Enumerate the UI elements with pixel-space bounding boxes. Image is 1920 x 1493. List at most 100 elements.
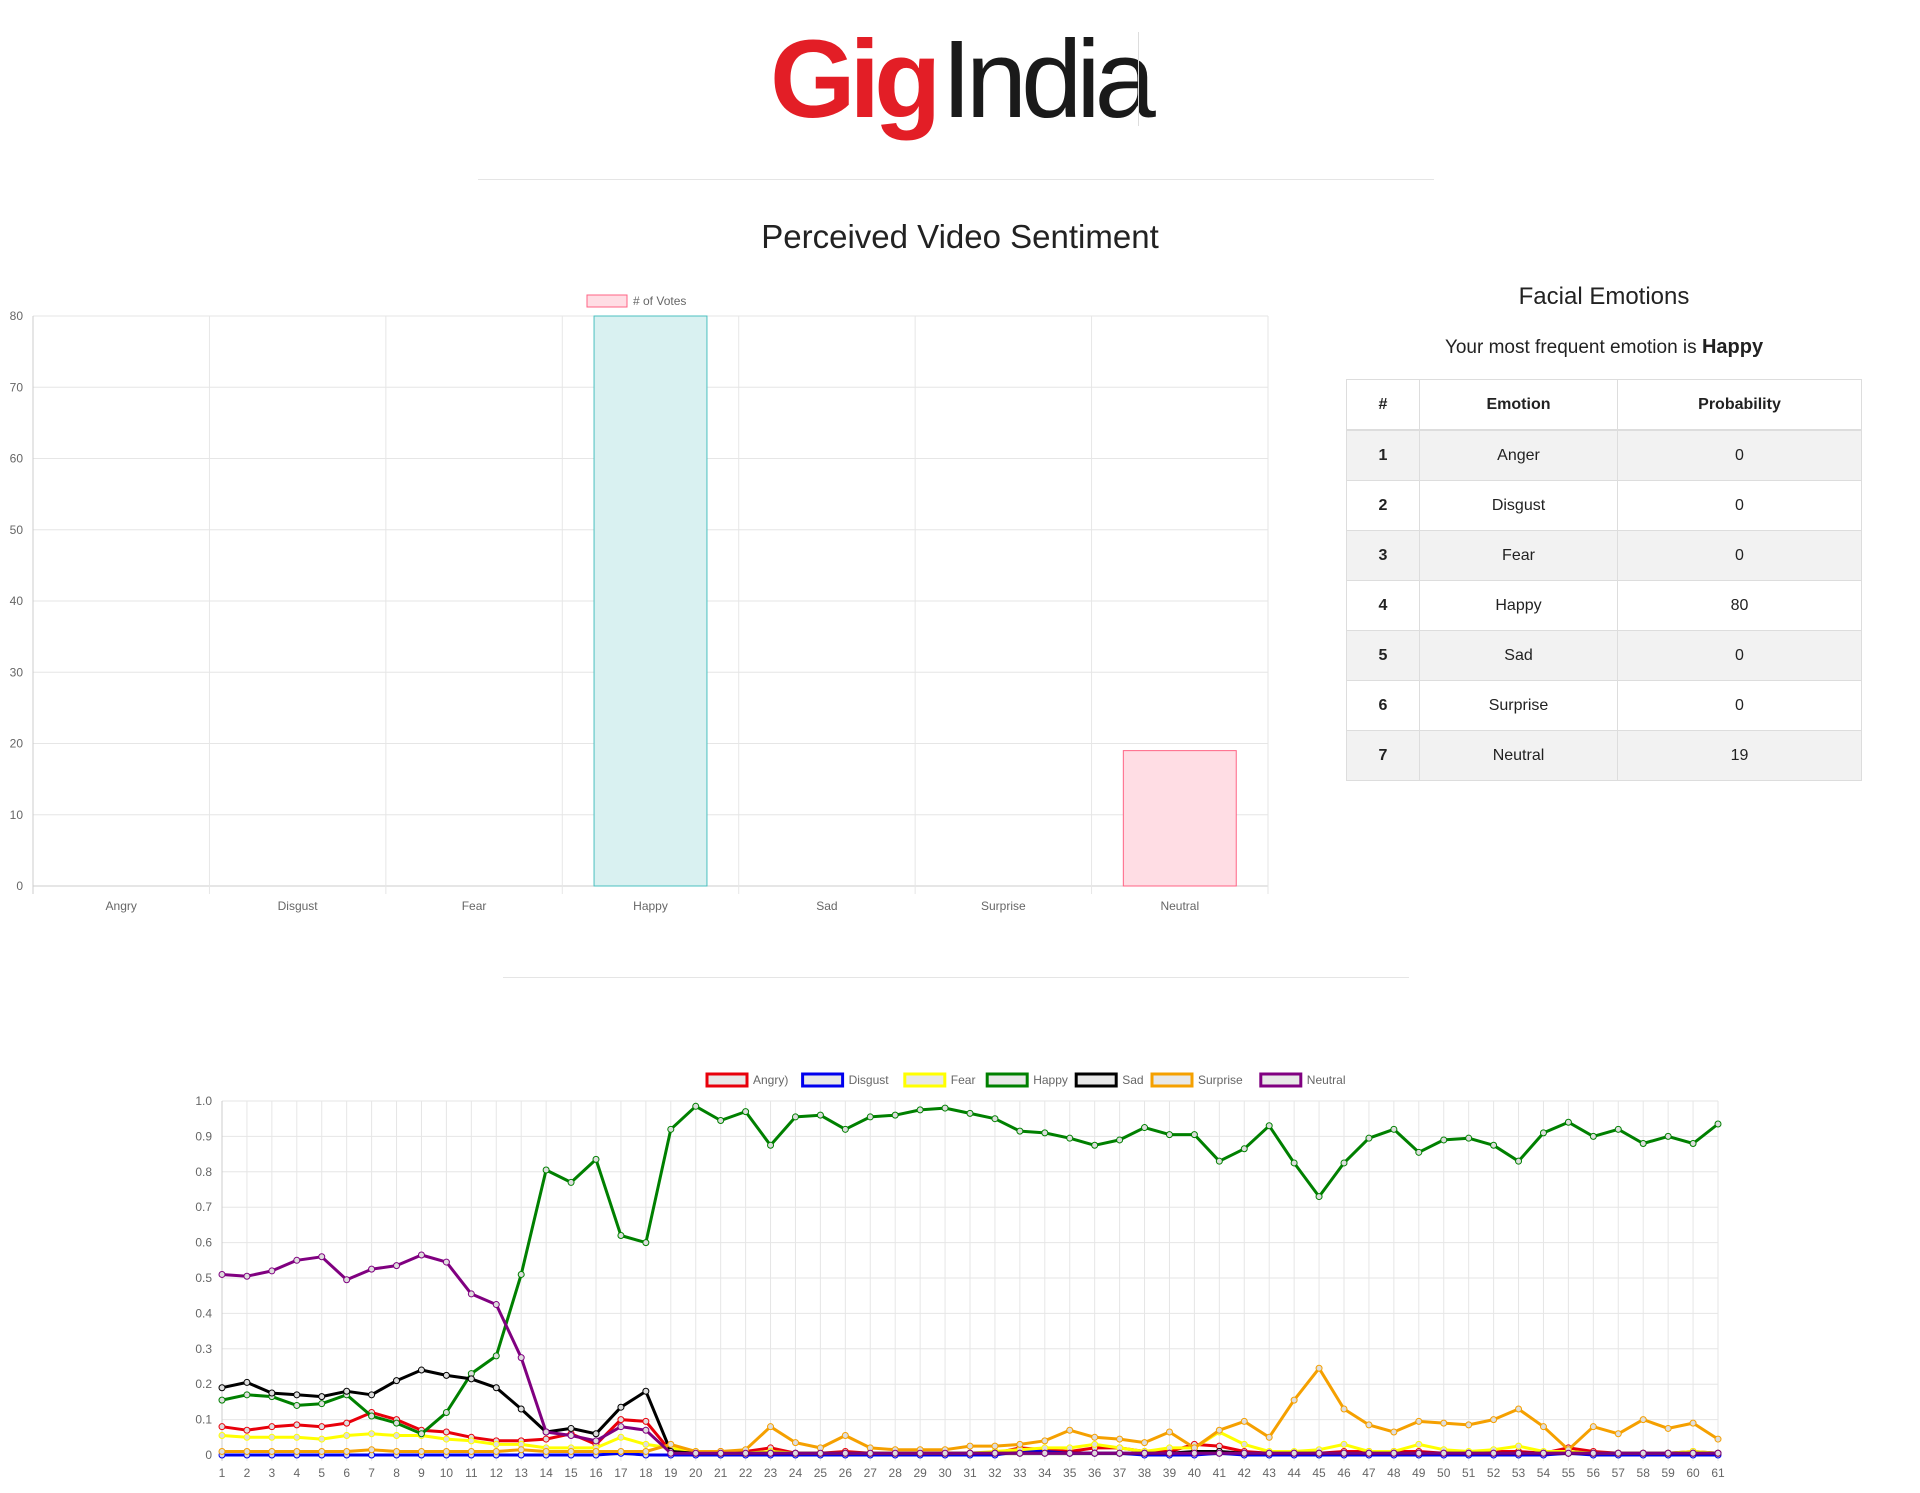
point-surprise xyxy=(1265,1433,1273,1441)
point-sad xyxy=(442,1371,450,1379)
point-fear xyxy=(218,1432,226,1440)
point-happy xyxy=(1016,1127,1024,1135)
point-fear xyxy=(1240,1440,1248,1448)
line-x-tick-label: 15 xyxy=(564,1466,578,1480)
row-number: 7 xyxy=(1346,730,1420,781)
point-fear xyxy=(243,1433,251,1441)
line-x-tick-label: 35 xyxy=(1063,1466,1077,1480)
series-happy xyxy=(218,1102,1722,1438)
point-neutral xyxy=(1714,1449,1722,1457)
point-happy xyxy=(1365,1134,1373,1142)
logo-india-text: India xyxy=(941,18,1156,141)
x-tick-label-happy: Happy xyxy=(633,899,668,913)
line-x-tick-label: 44 xyxy=(1287,1466,1301,1480)
line-x-tick-label: 27 xyxy=(864,1466,878,1480)
line-x-tick-label: 5 xyxy=(318,1466,325,1480)
point-fear xyxy=(1340,1440,1348,1448)
x-tick-label-surprise: Surprise xyxy=(981,899,1026,913)
point-neutral xyxy=(442,1258,450,1266)
point-happy xyxy=(1614,1125,1622,1133)
point-angry xyxy=(293,1421,301,1429)
col-header-emotion: Emotion xyxy=(1419,379,1618,431)
line-x-tick-label: 49 xyxy=(1412,1466,1426,1480)
line-x-tick-label: 34 xyxy=(1038,1466,1052,1480)
row-probability: 0 xyxy=(1617,429,1862,481)
row-number: 4 xyxy=(1346,580,1420,631)
line-y-tick-label: 0 xyxy=(205,1448,212,1462)
point-surprise xyxy=(991,1442,999,1450)
point-neutral xyxy=(393,1262,401,1270)
most-frequent-prefix: Your most frequent emotion is xyxy=(1444,337,1697,358)
point-surprise xyxy=(841,1432,849,1440)
legend-swatch-surprise xyxy=(1150,1072,1194,1088)
point-happy xyxy=(218,1396,226,1404)
row-emotion: Anger xyxy=(1419,429,1618,481)
point-neutral xyxy=(1340,1449,1348,1457)
row-emotion: Happy xyxy=(1419,580,1618,631)
point-happy xyxy=(567,1178,575,1186)
point-surprise xyxy=(343,1447,351,1455)
point-neutral xyxy=(343,1276,351,1284)
point-happy xyxy=(841,1125,849,1133)
point-neutral xyxy=(1066,1449,1074,1457)
point-surprise xyxy=(318,1447,326,1455)
point-neutral xyxy=(916,1449,924,1457)
point-angry xyxy=(343,1419,351,1427)
point-surprise xyxy=(1066,1426,1074,1434)
table-row: 6 Surprise 0 xyxy=(1346,680,1862,731)
point-neutral xyxy=(717,1449,725,1457)
page-title: Perceived Video Sentiment xyxy=(761,218,1159,255)
point-neutral xyxy=(268,1267,276,1275)
point-happy xyxy=(1290,1159,1298,1167)
point-surprise xyxy=(542,1447,550,1455)
line-y-tick-label: 0.6 xyxy=(195,1236,212,1250)
point-neutral xyxy=(866,1449,874,1457)
legend-swatch-neutral xyxy=(1259,1072,1303,1088)
legend-swatch-happy xyxy=(985,1072,1029,1088)
line-x-tick-label: 10 xyxy=(440,1466,454,1480)
point-happy xyxy=(1714,1120,1722,1128)
point-neutral xyxy=(1215,1449,1223,1457)
line-x-tick-label: 52 xyxy=(1487,1466,1501,1480)
line-x-tick-label: 12 xyxy=(490,1466,504,1480)
x-tick-label-disgust: Disgust xyxy=(278,899,319,913)
point-fear xyxy=(368,1430,376,1438)
point-surprise xyxy=(1539,1423,1547,1431)
row-probability: 0 xyxy=(1617,530,1862,581)
point-surprise xyxy=(417,1447,425,1455)
point-surprise xyxy=(791,1439,799,1447)
line-x-tick-label: 7 xyxy=(368,1466,375,1480)
line-x-tick-label: 8 xyxy=(393,1466,400,1480)
point-happy xyxy=(1340,1159,1348,1167)
point-surprise xyxy=(268,1447,276,1455)
line-x-tick-label: 13 xyxy=(515,1466,529,1480)
y-tick-label: 10 xyxy=(10,808,24,822)
point-neutral xyxy=(941,1449,949,1457)
point-happy xyxy=(1415,1148,1423,1156)
point-happy xyxy=(1440,1136,1448,1144)
point-happy xyxy=(642,1239,650,1247)
point-neutral xyxy=(816,1449,824,1457)
point-surprise xyxy=(1240,1417,1248,1425)
point-surprise xyxy=(1340,1405,1348,1413)
top-divider xyxy=(478,179,1434,180)
point-happy xyxy=(617,1232,625,1240)
logo-divider xyxy=(1138,32,1139,126)
line-x-tick-label: 18 xyxy=(639,1466,653,1480)
point-neutral xyxy=(592,1437,600,1445)
line-x-tick-label: 47 xyxy=(1362,1466,1376,1480)
point-sad xyxy=(517,1405,525,1413)
legend-swatch-votes xyxy=(586,294,628,308)
y-tick-label: 70 xyxy=(10,380,24,394)
row-number: 6 xyxy=(1346,680,1420,731)
point-surprise xyxy=(492,1447,500,1455)
y-tick-label: 20 xyxy=(10,737,24,751)
point-surprise xyxy=(467,1447,475,1455)
point-happy xyxy=(1315,1193,1323,1201)
point-neutral xyxy=(1290,1449,1298,1457)
logo-gig-text: Gig xyxy=(770,18,941,141)
point-surprise xyxy=(218,1447,226,1455)
point-happy xyxy=(791,1113,799,1121)
point-sad xyxy=(243,1378,251,1386)
point-happy xyxy=(692,1102,700,1110)
